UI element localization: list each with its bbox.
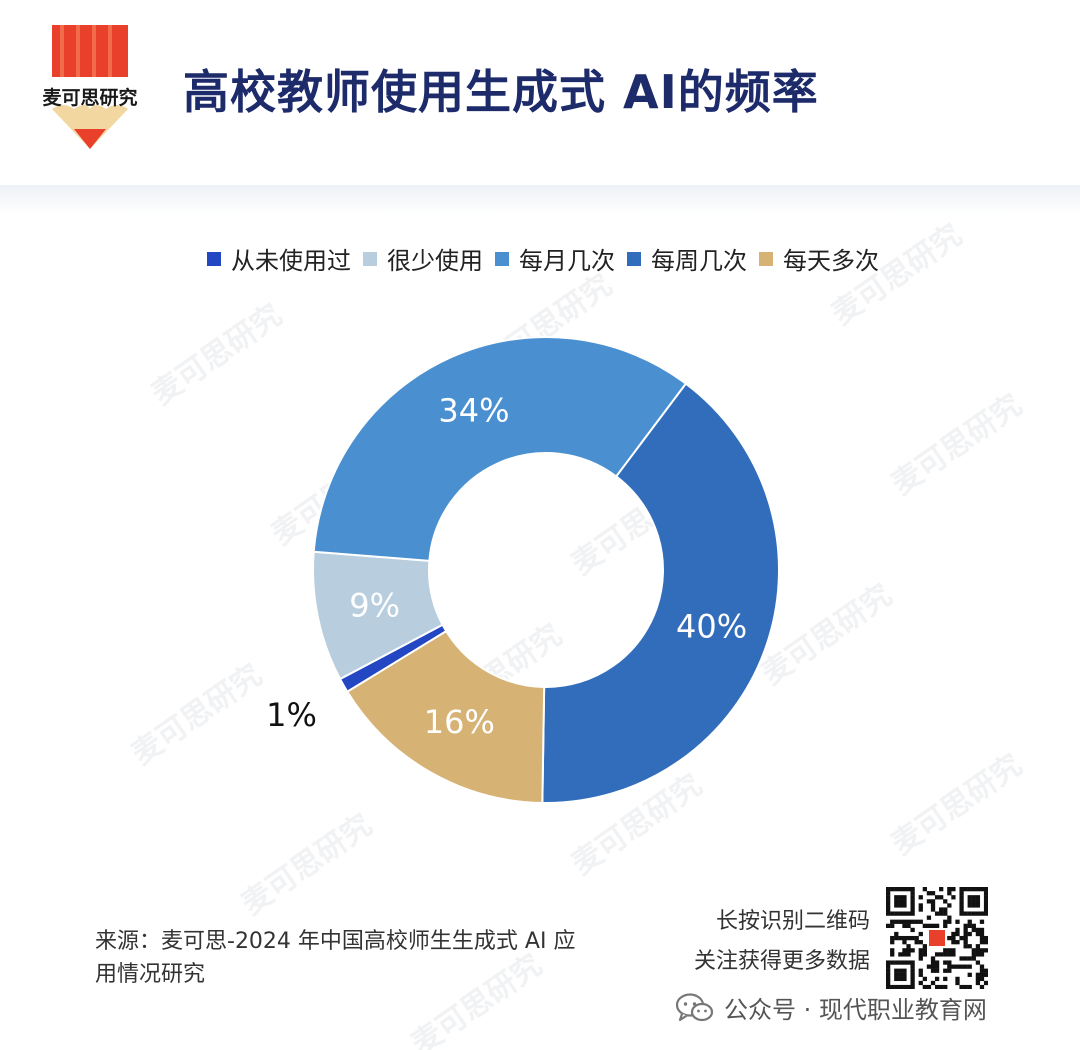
header-shadow xyxy=(0,185,1080,215)
footer-text: 公众号 · 现代职业教育网 xyxy=(724,996,987,1024)
legend-label: 每周几次 xyxy=(651,247,747,275)
donut-slice xyxy=(312,336,688,562)
slice-label: 1% xyxy=(266,696,317,734)
slice-label: 9% xyxy=(349,586,400,624)
legend-label: 每天多次 xyxy=(783,247,879,275)
legend-item: 每月几次 xyxy=(495,241,615,276)
legend-item: 很少使用 xyxy=(363,241,483,276)
chart-slices xyxy=(312,336,780,804)
source-note: 来源：麦可思-2024 年中国高校师生生成式 AI 应用情况研究 xyxy=(95,929,576,987)
qr-center-logo xyxy=(929,930,945,946)
wechat-icon xyxy=(676,992,714,1021)
qr-code[interactable] xyxy=(886,887,988,989)
footer-account[interactable]: 公众号 · 现代职业教育网 xyxy=(676,990,987,1025)
legend-label: 从未使用过 xyxy=(231,247,351,275)
legend-swatch xyxy=(627,251,641,266)
donut-slice xyxy=(345,629,546,804)
slice-label: 40% xyxy=(676,608,747,646)
header-band xyxy=(0,0,1080,185)
logo-icon xyxy=(30,25,150,149)
legend-item: 每天多次 xyxy=(759,241,879,276)
legend-swatch xyxy=(495,251,509,266)
qr-caption: 长按识别二维码 关注获得更多数据 xyxy=(640,902,870,982)
legend-swatch xyxy=(363,251,377,266)
legend-label: 很少使用 xyxy=(387,247,483,275)
logo: 麦可思研究 xyxy=(30,25,150,155)
legend-swatch xyxy=(207,251,221,266)
slice-label: 16% xyxy=(424,703,495,741)
donut-slice xyxy=(541,382,780,804)
logo-text: 麦可思研究 xyxy=(42,87,138,109)
legend-item: 每周几次 xyxy=(627,241,747,276)
page-title: 高校教师使用生成式 AI的频率 xyxy=(183,65,819,119)
legend-label: 每月几次 xyxy=(519,247,615,275)
qr-caption-line1: 长按识别二维码 xyxy=(715,909,870,934)
legend-swatch xyxy=(759,251,773,266)
qr-caption-line2: 关注获得更多数据 xyxy=(693,949,870,974)
chart-slice-labels: 1% 9% 34% 40% 16% xyxy=(266,392,747,742)
legend-item: 从未使用过 xyxy=(207,241,351,276)
chart-legend: 从未使用过 很少使用 每月几次 每周几次 每天多次 xyxy=(207,241,891,276)
slice-label: 34% xyxy=(438,392,509,430)
